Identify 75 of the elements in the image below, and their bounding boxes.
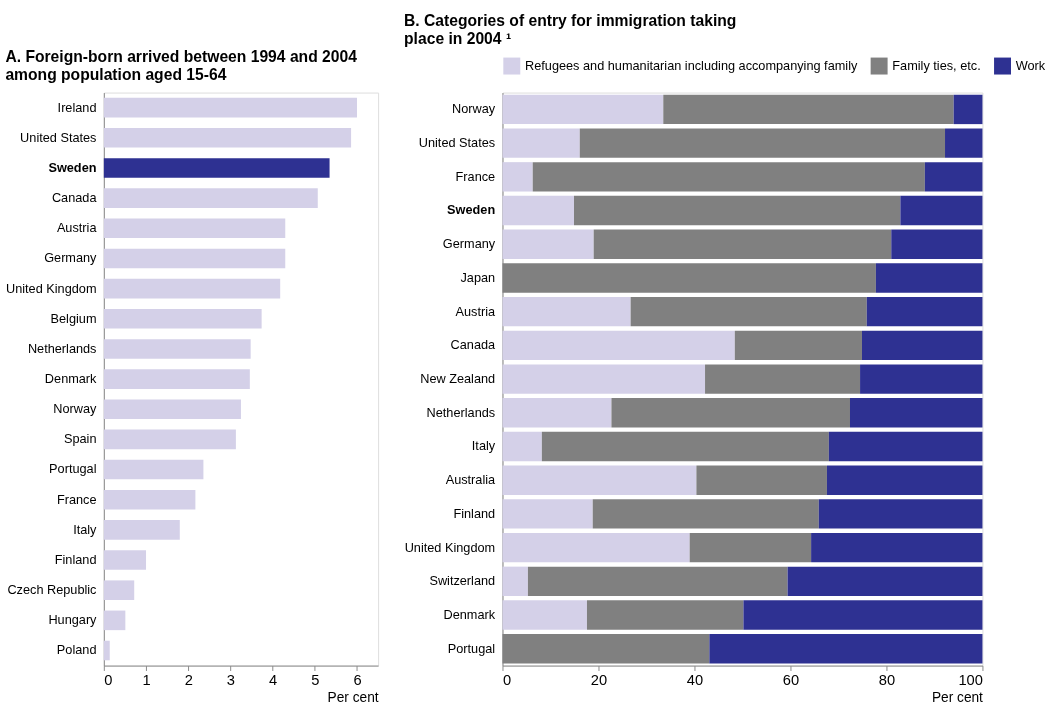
x-tick-label: 100 bbox=[958, 671, 983, 688]
y-tick-label: New Zealand bbox=[420, 371, 496, 386]
y-tick-label: Italy bbox=[73, 521, 98, 537]
y-tick-label: Italy bbox=[471, 438, 496, 454]
y-tick-label: Ireland bbox=[57, 99, 97, 115]
x-tick-label: 3 bbox=[226, 671, 235, 688]
y-tick-label: Netherlands bbox=[426, 404, 496, 420]
bar bbox=[103, 489, 196, 510]
bar bbox=[103, 248, 286, 269]
bar bbox=[103, 429, 236, 450]
y-tick-label: Finland bbox=[453, 505, 496, 521]
y-tick-label: Denmark bbox=[44, 371, 98, 386]
y-tick-label: United States bbox=[20, 129, 97, 145]
y-tick-label: Austria bbox=[56, 220, 98, 236]
y-tick-label: Norway bbox=[53, 401, 98, 417]
y-tick-label: Portugal bbox=[447, 640, 496, 656]
y-tick-label: Spain bbox=[63, 431, 97, 447]
y-tick-label: Netherlands bbox=[27, 340, 97, 356]
y-tick-label: Sweden bbox=[447, 202, 496, 218]
y-tick-label: United Kingdom bbox=[5, 280, 97, 296]
bar bbox=[103, 580, 135, 600]
bar bbox=[103, 550, 147, 570]
y-tick-label: Japan bbox=[460, 269, 496, 285]
bar bbox=[103, 369, 250, 389]
y-tick-label: Germany bbox=[442, 236, 496, 252]
bar bbox=[103, 97, 357, 118]
bar bbox=[103, 158, 330, 178]
bar bbox=[103, 339, 251, 359]
bar bbox=[103, 218, 286, 239]
y-tick-label: Sweden bbox=[48, 159, 97, 175]
x-tick-label: 5 bbox=[311, 671, 320, 688]
y-tick-label: Czech Republic bbox=[7, 582, 98, 598]
y-tick-label: United Kingdom bbox=[404, 539, 496, 555]
y-tick-label: Canada bbox=[450, 337, 497, 353]
bar bbox=[103, 128, 352, 148]
y-tick-label: Poland bbox=[56, 642, 97, 658]
y-tick-label: Norway bbox=[452, 101, 496, 117]
x-tick-label: 20 bbox=[590, 671, 608, 688]
bar bbox=[103, 459, 204, 480]
legend-label: Work bbox=[1015, 57, 1046, 73]
y-tick-label: Denmark bbox=[443, 606, 496, 622]
bar bbox=[103, 308, 262, 329]
y-tick-label: Finland bbox=[54, 551, 97, 567]
x-tick-label: 1 bbox=[142, 671, 151, 688]
x-tick-label: 60 bbox=[782, 671, 800, 688]
legend-label: Family ties, etc. bbox=[892, 57, 981, 73]
y-tick-label: France bbox=[455, 168, 496, 184]
y-tick-label: United States bbox=[418, 135, 496, 151]
x-tick-label: 0 bbox=[502, 671, 512, 688]
bar bbox=[103, 188, 318, 208]
bar bbox=[103, 520, 180, 540]
chart-title: B. Categories of entry for immigration taking place in 2004 ¹ bbox=[404, 11, 737, 47]
y-tick-label: Austria bbox=[455, 303, 497, 319]
x-tick-label: 40 bbox=[686, 671, 704, 688]
y-tick-label: Hungary bbox=[48, 612, 98, 628]
y-tick-label: France bbox=[56, 491, 97, 507]
x-axis-title: Per cent bbox=[327, 690, 379, 706]
bar bbox=[103, 610, 126, 631]
x-tick-label: 80 bbox=[878, 671, 896, 688]
bar bbox=[103, 278, 281, 299]
y-tick-label: Australia bbox=[445, 472, 497, 488]
x-axis-title: Per cent bbox=[931, 690, 984, 706]
x-tick-label: 0 bbox=[104, 671, 113, 688]
y-tick-label: Canada bbox=[51, 190, 98, 206]
bar bbox=[103, 640, 110, 661]
y-tick-label: Switzerland bbox=[429, 573, 496, 589]
x-tick-label: 4 bbox=[269, 671, 278, 688]
y-tick-label: Portugal bbox=[49, 461, 97, 477]
x-tick-label: 2 bbox=[184, 671, 193, 688]
legend-label: Refugees and humanitarian including accompanying family bbox=[525, 57, 858, 73]
chart-title: A. Foreign-born arrived between 1994 and 2004 among population aged 15-64 bbox=[5, 48, 358, 83]
bar bbox=[103, 399, 241, 420]
y-tick-label: Germany bbox=[44, 250, 98, 266]
x-tick-label: 6 bbox=[353, 671, 362, 688]
y-tick-label: Belgium bbox=[50, 310, 97, 326]
